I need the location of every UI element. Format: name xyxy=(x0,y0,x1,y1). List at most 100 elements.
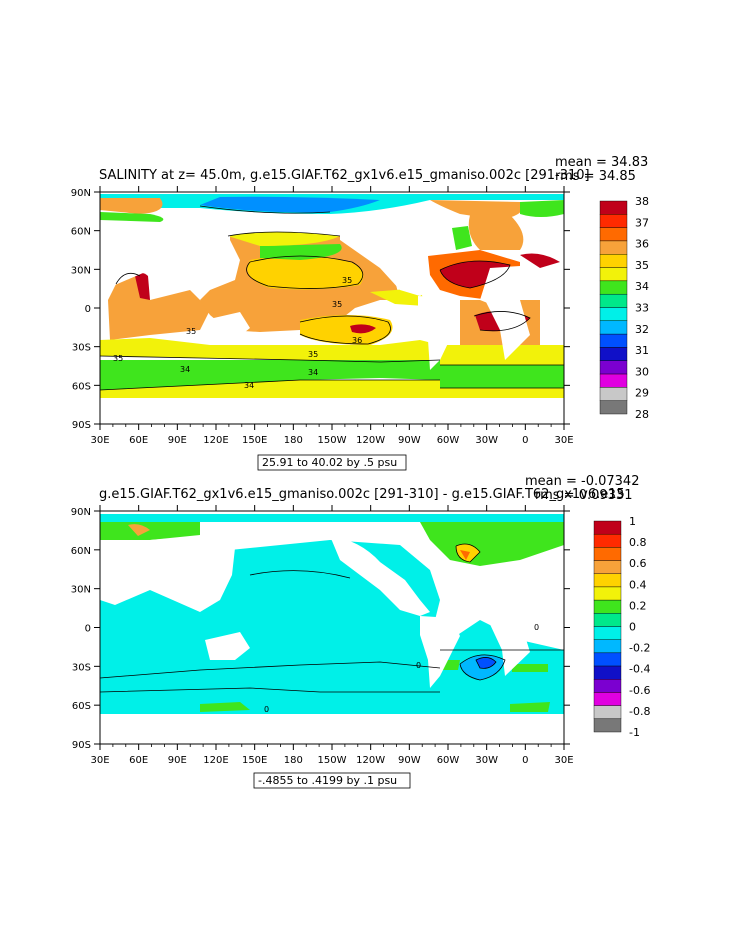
contour-label: 0 xyxy=(264,705,269,714)
colorbar-swatch xyxy=(599,387,628,401)
colorbar-swatch xyxy=(593,573,622,588)
y-tick-label: 60N xyxy=(71,546,91,557)
y-tick-label: 60S xyxy=(72,381,91,392)
colorbar-swatch xyxy=(593,679,622,693)
colorbar-swatch xyxy=(593,613,622,627)
colorbar-swatch xyxy=(599,200,628,215)
panel-salinity: SALINITY at z= 45.0m, g.e15.GIAF.T62_gx1… xyxy=(71,155,649,471)
colorbar-swatch xyxy=(593,626,622,640)
x-tick-label: 30E xyxy=(90,755,109,766)
colorbar: 1 0.8 0.6 0.4 0.2 0 -0.2 -0.4 -0.6 -0.8 -1 xyxy=(593,515,650,739)
difference-contour-labels: 0 0 0 xyxy=(264,623,539,714)
range-box xyxy=(257,454,407,471)
colorbar-swatch xyxy=(599,360,628,375)
x-tick-label: 60W xyxy=(437,435,460,446)
colorbar-swatch xyxy=(593,665,622,680)
colorbar-swatch xyxy=(599,254,628,268)
colorbar-swatch xyxy=(599,333,628,348)
colorbar-label: 30 xyxy=(635,365,649,378)
x-tick-label: 60E xyxy=(129,755,148,766)
x-tick-label: 0 xyxy=(522,755,528,766)
colorbar-swatch xyxy=(593,560,622,574)
range-box xyxy=(253,772,411,789)
y-tick-label: 60N xyxy=(71,227,91,238)
salinity-field xyxy=(100,192,564,424)
colorbar-swatch xyxy=(593,520,622,535)
colorbar-label: 0.4 xyxy=(629,578,647,591)
colorbar: 38 37 36 35 34 33 32 31 30 29 28 xyxy=(599,195,649,421)
x-tick-label: 60E xyxy=(129,435,148,446)
contour-label: 35 xyxy=(113,354,123,363)
colorbar-label: 31 xyxy=(635,344,649,357)
x-tick-label: 90W xyxy=(398,755,421,766)
colorbar-swatch xyxy=(593,599,622,614)
colorbar-label: -1 xyxy=(629,726,640,739)
panel-title: SALINITY at z= 45.0m, g.e15.GIAF.T62_gx1… xyxy=(99,168,590,183)
panel-title: g.e15.GIAF.T62_gx1v6.e15_gmaniso.002c [2… xyxy=(99,487,625,502)
x-tick-label: 30E xyxy=(554,435,573,446)
salinity-contour-labels: 35 35 35 36 35 35 34 34 34 xyxy=(113,276,362,390)
contour-label: 34 xyxy=(244,381,254,390)
x-tick-label: 180 xyxy=(284,755,303,766)
colorbar-label: -0.6 xyxy=(629,684,650,697)
x-tick-label: 120W xyxy=(356,755,385,766)
y-tick-label: 30N xyxy=(71,265,91,276)
colorbar-label: 0.6 xyxy=(629,557,647,570)
colorbar-label: -0.2 xyxy=(629,642,650,655)
contour-label: 0 xyxy=(416,661,421,670)
y-tick-label: 90N xyxy=(71,188,91,199)
colorbar-label: 1 xyxy=(629,515,636,528)
x-tick-label: 150W xyxy=(318,755,347,766)
colorbar-swatch xyxy=(593,586,622,601)
y-tick-label: 30S xyxy=(72,662,91,673)
colorbar-swatch xyxy=(599,214,628,228)
colorbar-swatch xyxy=(593,533,622,548)
mean-stat: mean = -0.07342 xyxy=(525,474,639,489)
panel-salinity-difference: g.e15.GIAF.T62_gx1v6.e15_gmaniso.002c [2… xyxy=(71,474,650,789)
y-tick-label: 90S xyxy=(72,740,91,751)
range-label: -.4855 to .4199 by .1 psu xyxy=(258,774,397,787)
rms-stat: rms = 34.85 xyxy=(555,169,636,184)
colorbar-swatch xyxy=(593,718,622,733)
mean-stat: mean = 34.83 xyxy=(555,155,648,170)
colorbar-swatch xyxy=(599,227,628,242)
x-tick-label: 0 xyxy=(522,435,528,446)
colorbar-label: 34 xyxy=(635,280,649,293)
colorbar-label: 0 xyxy=(629,621,636,634)
y-tick-label: 60S xyxy=(72,701,91,712)
colorbar-label: 33 xyxy=(635,302,649,315)
colorbar-label: 36 xyxy=(635,238,649,251)
y-tick-label: 30N xyxy=(71,585,91,596)
colorbar-label: 0.8 xyxy=(629,536,647,549)
x-tick-label: 60W xyxy=(437,755,460,766)
colorbar-label: 38 xyxy=(635,195,649,208)
colorbar-swatch xyxy=(593,639,622,654)
colorbar-swatch xyxy=(599,240,628,255)
contour-label: 35 xyxy=(342,276,352,285)
x-tick-label: 180 xyxy=(284,435,303,446)
x-tick-label: 30E xyxy=(554,755,573,766)
y-tick-label: 0 xyxy=(85,624,91,635)
colorbar-label: 28 xyxy=(635,408,649,421)
x-tick-label: 90E xyxy=(168,435,187,446)
y-tick-label: 90S xyxy=(72,420,91,431)
contour-label: 35 xyxy=(332,300,342,309)
x-tick-label: 150W xyxy=(318,435,347,446)
colorbar-swatch xyxy=(593,652,622,667)
x-tick-label: 30W xyxy=(475,435,498,446)
contour-label: 35 xyxy=(186,327,196,336)
contour-label: 34 xyxy=(180,365,190,374)
contour-label: 35 xyxy=(308,350,318,359)
colorbar-swatch xyxy=(599,347,628,361)
y-tick-label: 30S xyxy=(72,343,91,354)
colorbar-swatch xyxy=(599,307,628,322)
colorbar-swatch xyxy=(599,267,628,282)
colorbar-label: 37 xyxy=(635,216,649,229)
colorbar-label: 0.2 xyxy=(629,599,647,612)
colorbar-swatch xyxy=(599,293,628,308)
axes: 30E 60E 90E 120E 150E 180 150W 120W 90W 60W 30W 0 30… xyxy=(71,186,574,446)
x-tick-label: 90W xyxy=(398,435,421,446)
x-tick-label: 30W xyxy=(475,755,498,766)
contour-label: 36 xyxy=(352,336,362,345)
